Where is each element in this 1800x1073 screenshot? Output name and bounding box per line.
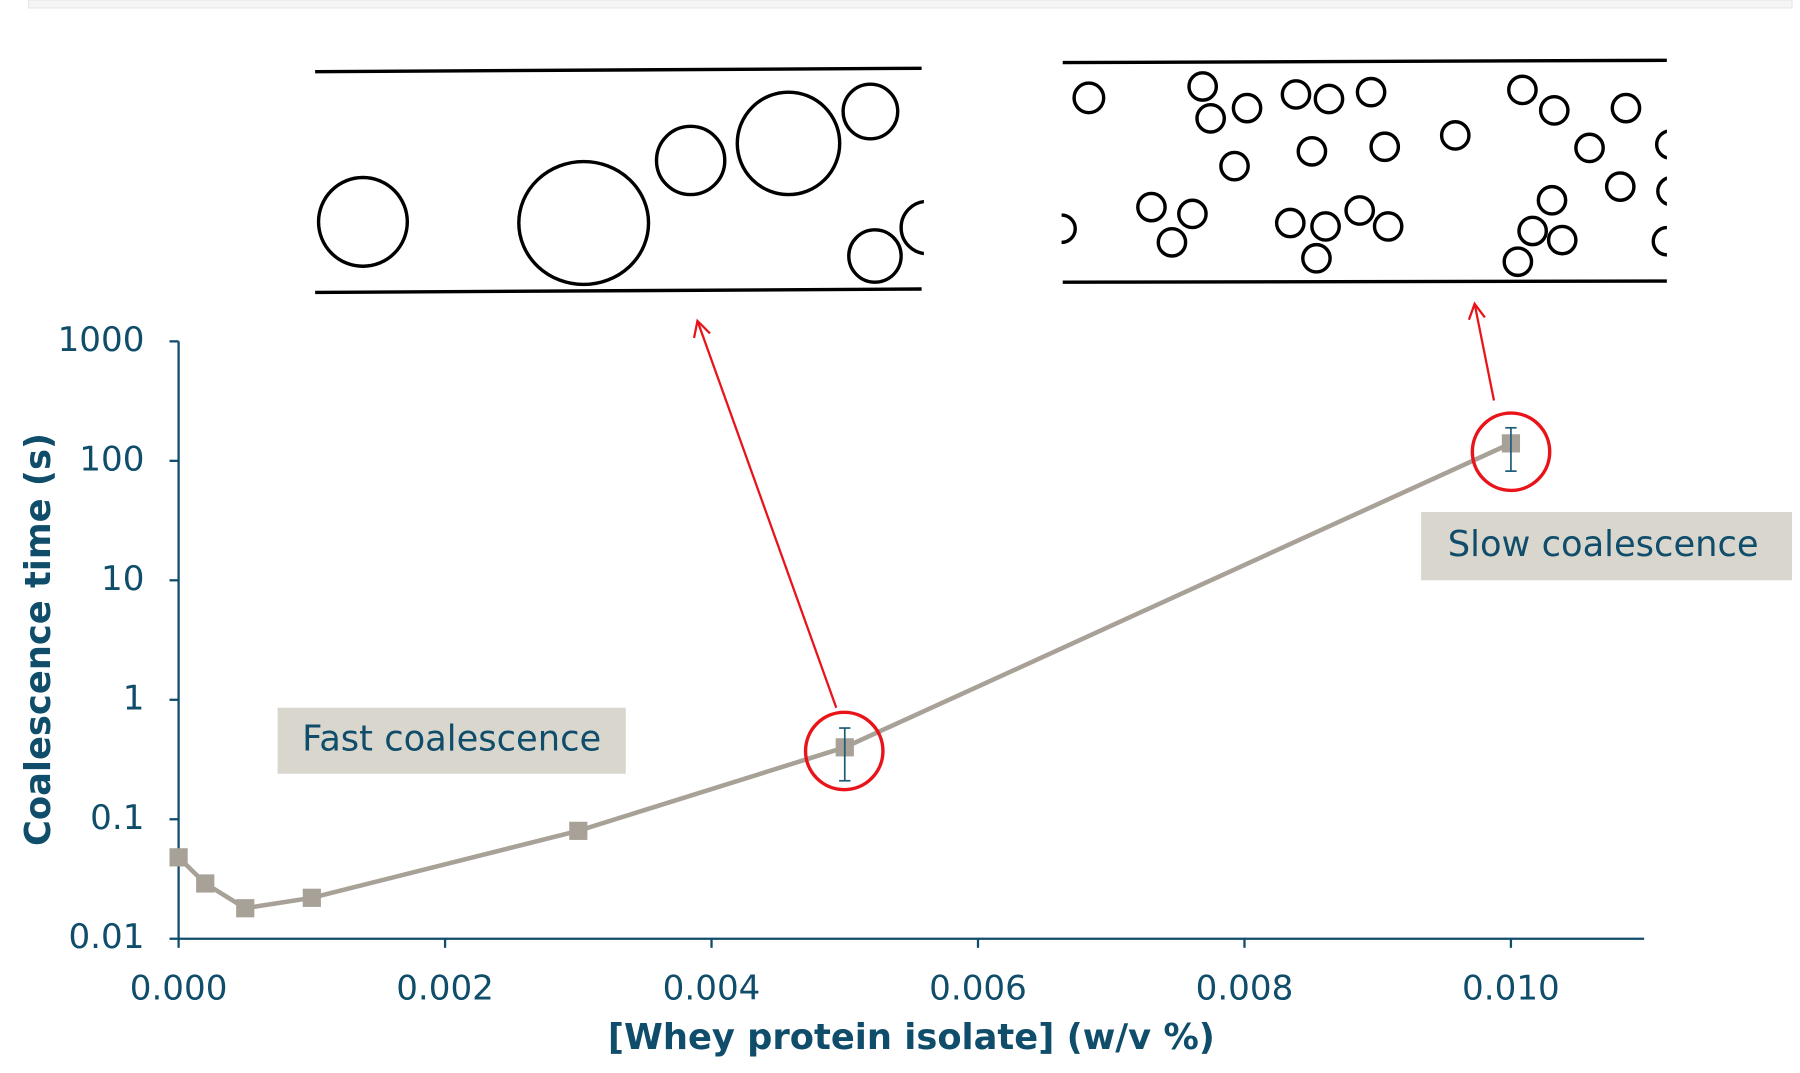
x-tick-label: 0.004 bbox=[663, 968, 761, 1008]
top-strip bbox=[28, 0, 1792, 8]
data-point bbox=[303, 889, 321, 907]
y-tick-label: 0.1 bbox=[90, 798, 144, 838]
x-tick-label: 0.010 bbox=[1462, 968, 1560, 1008]
y-tick-label: 100 bbox=[79, 439, 144, 479]
data-point bbox=[236, 899, 254, 917]
data-point bbox=[196, 874, 214, 892]
droplet-image-fast bbox=[315, 68, 953, 292]
x-axis-title: [Whey protein isolate] (w/v %) bbox=[608, 1017, 1215, 1058]
arrow bbox=[697, 321, 836, 708]
plot-area: 0.01 0.1 1 10 100 1000 0.000 0.002 0.004 0.006 0.0… bbox=[58, 320, 1645, 1009]
data-line bbox=[179, 443, 1511, 908]
chart: Fast coalescence Slow coalescence [Whey … bbox=[0, 0, 1800, 1073]
x-tick-label: 0.000 bbox=[130, 968, 228, 1008]
data-point bbox=[169, 848, 187, 866]
data-point bbox=[569, 822, 587, 840]
annotation: Fast coalescence bbox=[302, 719, 601, 760]
y-axis-title: Coalescence time (s) bbox=[18, 433, 59, 846]
y-tick-label: 10 bbox=[101, 559, 144, 599]
y-tick-label: 0.01 bbox=[68, 917, 144, 957]
x-tick-label: 0.002 bbox=[396, 968, 494, 1008]
x-tick-label: 0.006 bbox=[929, 968, 1027, 1008]
annotation: Slow coalescence bbox=[1448, 524, 1759, 565]
droplet-image-slow bbox=[1048, 60, 1685, 282]
arrow bbox=[1475, 304, 1494, 401]
y-tick-label: 1 bbox=[123, 678, 145, 718]
x-tick-label: 0.008 bbox=[1196, 968, 1294, 1008]
y-tick-label: 1000 bbox=[58, 320, 145, 360]
